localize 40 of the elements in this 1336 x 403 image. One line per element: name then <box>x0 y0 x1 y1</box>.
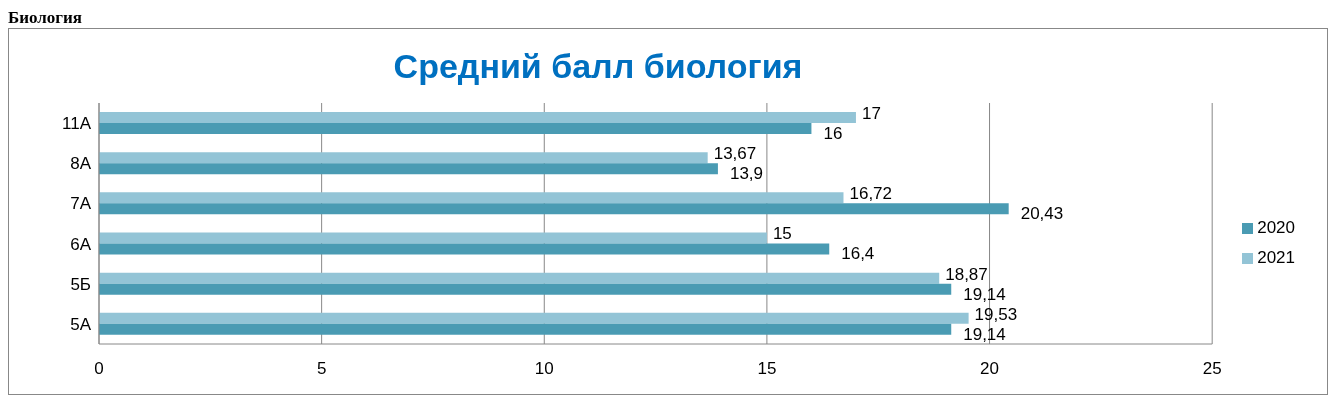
bar <box>99 152 708 164</box>
y-tick-label: 8А <box>70 154 92 174</box>
y-tick-label: 6А <box>70 234 92 254</box>
data-label: 13,67 <box>713 144 757 164</box>
data-label: 19,14 <box>963 324 1006 344</box>
x-tick-label: 5 <box>316 359 327 379</box>
bar <box>99 112 856 123</box>
data-label: 19,53 <box>974 304 1018 324</box>
data-label: 16,4 <box>841 244 875 264</box>
data-label: 13,9 <box>729 164 764 184</box>
y-tick-label: 5Б <box>70 274 91 294</box>
bar <box>99 232 767 244</box>
data-label: 17 <box>861 103 881 123</box>
data-label: 20,43 <box>1020 204 1064 224</box>
bar <box>99 272 940 284</box>
bar <box>99 123 812 134</box>
bar <box>99 312 969 324</box>
bar <box>99 192 844 204</box>
data-label: 18,87 <box>945 264 988 284</box>
bar <box>99 283 952 295</box>
chart-title: Средний балл биология <box>392 47 804 87</box>
bar <box>99 243 830 255</box>
x-tick-label: 10 <box>534 359 554 379</box>
legend-label: 2021 <box>1257 247 1295 267</box>
x-tick-label: 20 <box>980 359 999 379</box>
bar <box>99 163 718 175</box>
y-tick-label: 5А <box>70 314 92 334</box>
x-tick-label: 25 <box>1202 359 1222 379</box>
bar <box>99 203 1009 215</box>
y-tick-label: 7А <box>70 194 92 214</box>
bar <box>99 323 952 335</box>
text: Биология <box>8 8 84 28</box>
data-label: 16,72 <box>849 184 893 204</box>
data-label: 19,14 <box>963 284 1006 304</box>
x-tick-label: 0 <box>94 359 104 379</box>
legend-label: 2020 <box>1257 217 1295 237</box>
data-label: 16 <box>823 123 843 143</box>
y-tick-label: 11А <box>62 114 92 134</box>
x-tick-label: 15 <box>757 359 777 379</box>
data-label: 15 <box>772 224 792 244</box>
